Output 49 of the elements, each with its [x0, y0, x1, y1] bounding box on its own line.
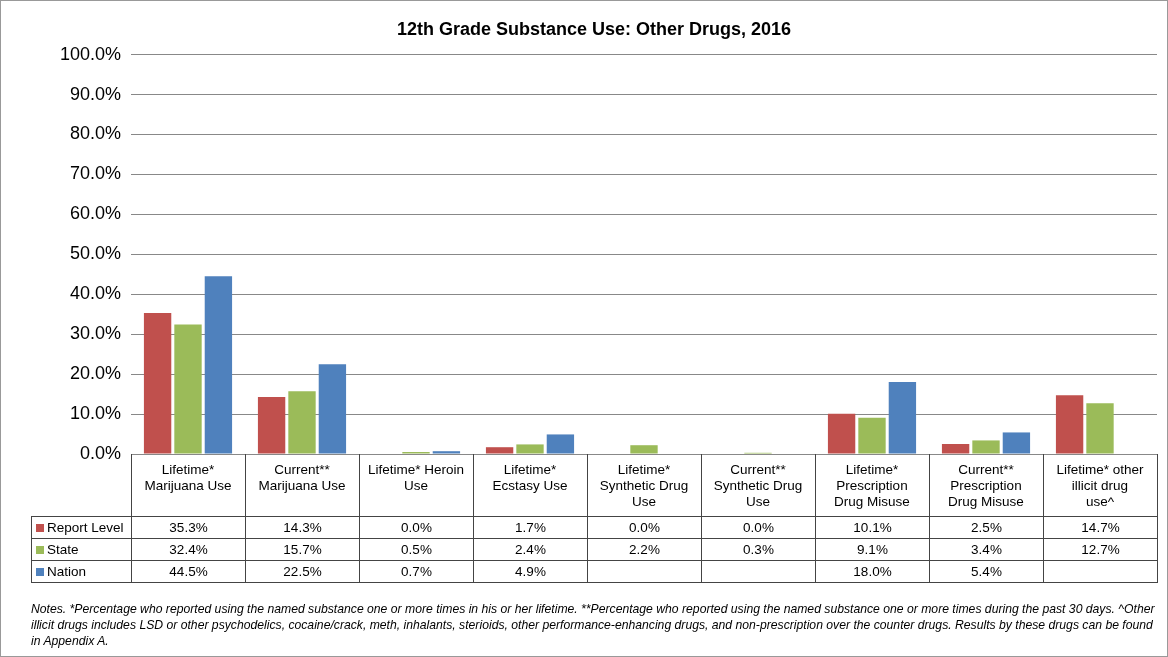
text: 0.0%	[743, 520, 774, 535]
x-tick-label: Current** Prescription Drug Misuse	[948, 461, 1024, 510]
text: 1.7%	[515, 520, 546, 535]
y-tick-label: 50.0%	[69, 243, 121, 264]
text: 4.9%	[515, 564, 546, 579]
y-tick-label: 30.0%	[69, 323, 121, 344]
x-tick-label: Lifetime* Ecstasy Use	[492, 461, 568, 494]
text: 12.7%	[1081, 542, 1120, 557]
text: 2.5%	[971, 520, 1002, 535]
text: 0.0%	[401, 520, 432, 535]
text: 0.3%	[743, 542, 774, 557]
legend-label: Report Level	[31, 516, 132, 539]
text: 0.0%	[629, 520, 660, 535]
y-tick-label: 0.0%	[79, 442, 121, 463]
text: 10.1%	[853, 520, 892, 535]
x-tick-label: Lifetime* other illicit drug use^	[1056, 461, 1145, 510]
y-tick-label: 20.0%	[69, 363, 121, 384]
text: 5.4%	[971, 564, 1002, 579]
x-tick-label: Lifetime* Marijuana Use	[144, 461, 232, 494]
y-tick-label: 40.0%	[69, 283, 121, 304]
text: 18.0%	[853, 564, 892, 579]
y-tick-label: 100.0%	[59, 43, 121, 64]
text: 9.1%	[857, 542, 888, 557]
x-tick-label: Lifetime* Synthetic Drug Use	[599, 461, 689, 510]
text: 2.4%	[515, 542, 546, 557]
text: 32.4%	[169, 542, 208, 557]
y-tick-label: 10.0%	[69, 403, 121, 424]
text: 35.3%	[169, 520, 208, 535]
y-tick-label: 70.0%	[69, 163, 121, 184]
text: 3.4%	[971, 542, 1002, 557]
x-tick-label: Lifetime* Prescription Drug Misuse	[834, 461, 910, 510]
text: 22.5%	[283, 564, 322, 579]
text: 14.3%	[283, 520, 322, 535]
text: 44.5%	[169, 564, 208, 579]
legend-label: Nation	[31, 560, 132, 583]
text: 0.5%	[401, 542, 432, 557]
chart-title: 12th Grade Substance Use: Other Drugs, 2016	[396, 18, 792, 39]
y-tick-label: 60.0%	[69, 203, 121, 224]
x-tick-label: Current** Synthetic Drug Use	[713, 461, 803, 510]
x-tick-label: Lifetime* Heroin Use	[367, 461, 465, 494]
text: 15.7%	[283, 542, 322, 557]
x-tick-label: Current** Marijuana Use	[258, 461, 346, 494]
y-tick-label: 80.0%	[69, 123, 121, 144]
y-tick-label: 90.0%	[69, 83, 121, 104]
text: 0.7%	[401, 564, 432, 579]
text: Notes. *Percentage who reported using the named substance one or more times in his or her lifetime. **Percentage who reported using the named substance one or more times during the past 30 days. ^Other illicit drugs includes LSD or other psychodelics, cocaine/crack, meth, inhalants, sterioids, other performance-enhancing drugs, and non-prescription over the counter drugs. Results by these drugs can be found in Appendix A.	[31, 601, 1156, 649]
text: 2.2%	[629, 542, 660, 557]
legend-label: State	[31, 538, 132, 561]
text: 14.7%	[1081, 520, 1120, 535]
